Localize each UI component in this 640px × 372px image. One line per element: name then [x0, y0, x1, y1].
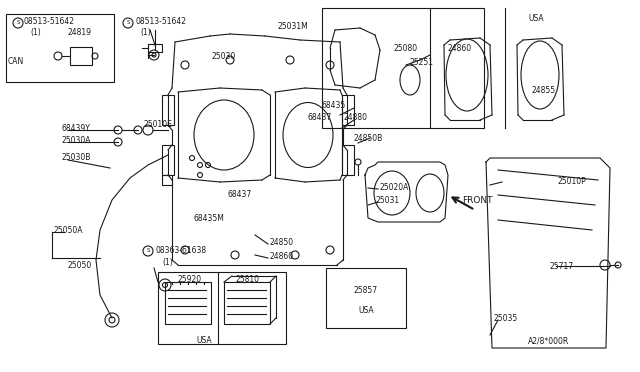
Text: 25030B: 25030B — [62, 153, 92, 162]
Bar — [162, 175, 172, 185]
Bar — [158, 272, 286, 344]
Text: 25050A: 25050A — [54, 226, 83, 235]
Text: 24880: 24880 — [344, 113, 368, 122]
Bar — [326, 268, 406, 328]
Text: 08513-51642: 08513-51642 — [24, 17, 75, 26]
Text: S: S — [16, 20, 20, 26]
Text: 25030A: 25030A — [62, 136, 92, 145]
Text: (1): (1) — [140, 28, 151, 37]
Text: 25717: 25717 — [550, 262, 574, 271]
Bar — [6, 14, 114, 82]
Text: 24855: 24855 — [532, 86, 556, 95]
Text: 24850: 24850 — [270, 238, 294, 247]
Text: FRONT: FRONT — [462, 196, 493, 205]
Text: S: S — [147, 248, 150, 253]
Bar — [342, 95, 354, 125]
Text: 08363-61638: 08363-61638 — [156, 246, 207, 255]
Text: 25020A: 25020A — [380, 183, 410, 192]
Bar — [224, 282, 270, 324]
Text: 25035: 25035 — [494, 314, 518, 323]
Text: (1): (1) — [162, 258, 173, 267]
Text: 25251: 25251 — [410, 58, 434, 67]
Text: 25010P: 25010P — [558, 177, 587, 186]
Text: 24819: 24819 — [68, 28, 92, 37]
Text: 25857: 25857 — [354, 286, 378, 295]
Bar — [342, 145, 354, 175]
Bar — [165, 282, 211, 324]
Text: 24850B: 24850B — [353, 134, 382, 143]
Bar — [162, 145, 174, 175]
Text: 68435M: 68435M — [194, 214, 225, 223]
Text: 25031M: 25031M — [278, 22, 308, 31]
Text: 25050: 25050 — [68, 261, 92, 270]
Bar — [322, 8, 484, 128]
Text: S: S — [126, 20, 130, 26]
Text: USA: USA — [528, 14, 543, 23]
Text: 68439Y: 68439Y — [62, 124, 91, 133]
Bar — [70, 47, 92, 65]
Text: 25810: 25810 — [236, 275, 260, 284]
Text: 25920: 25920 — [178, 275, 202, 284]
Text: 24860: 24860 — [270, 252, 294, 261]
Bar — [148, 44, 162, 52]
Text: 08513-51642: 08513-51642 — [135, 17, 186, 26]
Text: 24860: 24860 — [448, 44, 472, 53]
Text: 25031: 25031 — [376, 196, 400, 205]
Text: 68435: 68435 — [322, 101, 346, 110]
Text: 68437: 68437 — [228, 190, 252, 199]
Text: 25080: 25080 — [394, 44, 418, 53]
Text: (1): (1) — [30, 28, 41, 37]
Text: 25030: 25030 — [212, 52, 236, 61]
Text: USA: USA — [358, 306, 374, 315]
Text: USA: USA — [196, 336, 212, 345]
Bar — [162, 95, 174, 125]
Text: 25010E: 25010E — [144, 120, 173, 129]
Text: CAN: CAN — [8, 57, 24, 66]
Text: A2/8*000R: A2/8*000R — [528, 336, 569, 345]
Text: 68437: 68437 — [308, 113, 332, 122]
